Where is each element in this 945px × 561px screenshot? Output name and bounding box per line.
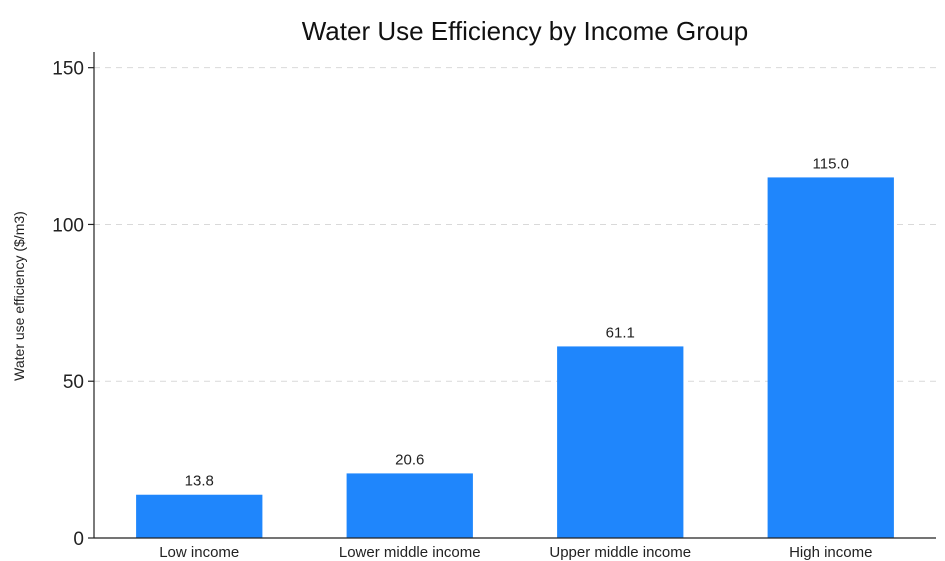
bars [136, 177, 894, 538]
data-labels: 13.8 20.6 61.1 115.0 [185, 155, 849, 489]
y-tick-label: 150 [52, 59, 84, 80]
gridlines [94, 67, 936, 382]
data-label-1: 20.6 [395, 451, 424, 468]
x-tick-label-3: High income [789, 544, 872, 561]
x-tick-label-0: Low income [159, 544, 239, 561]
data-label-2: 61.1 [606, 324, 635, 341]
data-label-3: 115.0 [813, 155, 849, 172]
axes: 0 50 100 150 Low income Lower middle income Up… [52, 52, 936, 561]
x-tick-label-1: Lower middle income [339, 544, 481, 561]
y-tick-label: 50 [63, 372, 84, 393]
x-tick-label-2: Upper middle income [549, 544, 691, 561]
chart-title: Water Use Efficiency by Income Group [302, 16, 749, 46]
data-label-0: 13.8 [185, 473, 214, 490]
bar-1 [346, 473, 473, 538]
y-axis-label: Water use efficiency ($/m3) [11, 211, 27, 381]
bar-3 [767, 177, 894, 538]
bar-2 [557, 346, 684, 538]
bar-0 [136, 494, 263, 538]
y-tick-label: 100 [52, 215, 84, 236]
y-tick-label: 0 [73, 529, 84, 550]
